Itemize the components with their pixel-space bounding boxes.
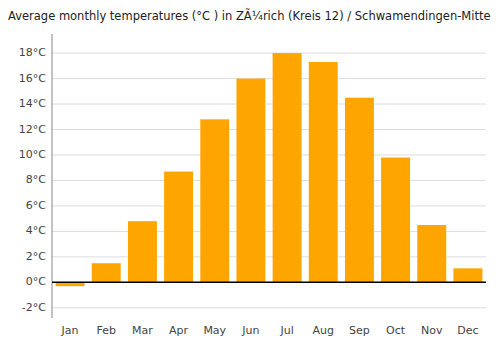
y-tick-label: 6°C xyxy=(26,199,46,212)
grid-line xyxy=(52,53,486,54)
x-tick-label: Apr xyxy=(169,324,189,337)
grid-line xyxy=(52,154,486,155)
bar xyxy=(345,98,374,283)
grid-line xyxy=(52,205,486,206)
bar xyxy=(164,172,193,283)
chart: Average monthly temperatures (°C ) in ZÃ… xyxy=(0,0,500,350)
y-tick-label: 10°C xyxy=(19,148,46,161)
y-tick-label: 0°C xyxy=(26,275,46,288)
y-tick-label: 14°C xyxy=(19,97,46,110)
y-tick-label: 16°C xyxy=(19,72,46,85)
y-tick-label: 4°C xyxy=(26,224,46,237)
grid-line xyxy=(52,180,486,181)
bars xyxy=(56,53,483,286)
bar xyxy=(381,158,410,283)
bar xyxy=(453,268,482,282)
grid-line xyxy=(52,282,486,283)
x-axis: Jan Feb Mar Apr May Jun Jul Aug Sep Oct Nov Dec xyxy=(61,324,479,337)
x-tick-label: Jan xyxy=(61,324,79,337)
grid xyxy=(52,53,486,308)
x-tick-label: Mar xyxy=(132,324,153,337)
y-tick-label: 2°C xyxy=(26,250,46,263)
y-axis: -2°C 0°C 2°C 4°C 6°C 8°C 10°C 12°C 14°C 16°C 18°C xyxy=(19,46,46,314)
x-tick-label: Nov xyxy=(421,324,443,337)
bar xyxy=(236,79,265,283)
x-tick-label: Aug xyxy=(313,324,334,337)
x-tick-label: Feb xyxy=(97,324,116,337)
x-tick-label: May xyxy=(203,324,226,337)
grid-line xyxy=(52,307,486,308)
x-tick-label: Jul xyxy=(279,324,293,337)
y-tick-label: 8°C xyxy=(26,173,46,186)
x-tick-label: Oct xyxy=(386,324,406,337)
x-tick-label: Sep xyxy=(349,324,370,337)
y-tick-label: 12°C xyxy=(19,123,46,136)
bar xyxy=(417,225,446,282)
bar xyxy=(309,62,338,282)
y-tick-label: -2°C xyxy=(22,301,46,314)
grid-line xyxy=(52,78,486,79)
y-tick-label: 18°C xyxy=(19,46,46,59)
x-tick-label: Jun xyxy=(241,324,259,337)
grid-line xyxy=(52,104,486,105)
y-axis-line xyxy=(52,34,53,318)
bar xyxy=(128,221,157,282)
bar xyxy=(273,53,302,282)
title: Average monthly temperatures (°C ) in ZÃ… xyxy=(8,8,491,23)
bar xyxy=(200,119,229,282)
grid-line xyxy=(52,129,486,130)
bar xyxy=(92,263,121,282)
zero-line xyxy=(52,282,486,284)
x-tick-label: Dec xyxy=(457,324,478,337)
